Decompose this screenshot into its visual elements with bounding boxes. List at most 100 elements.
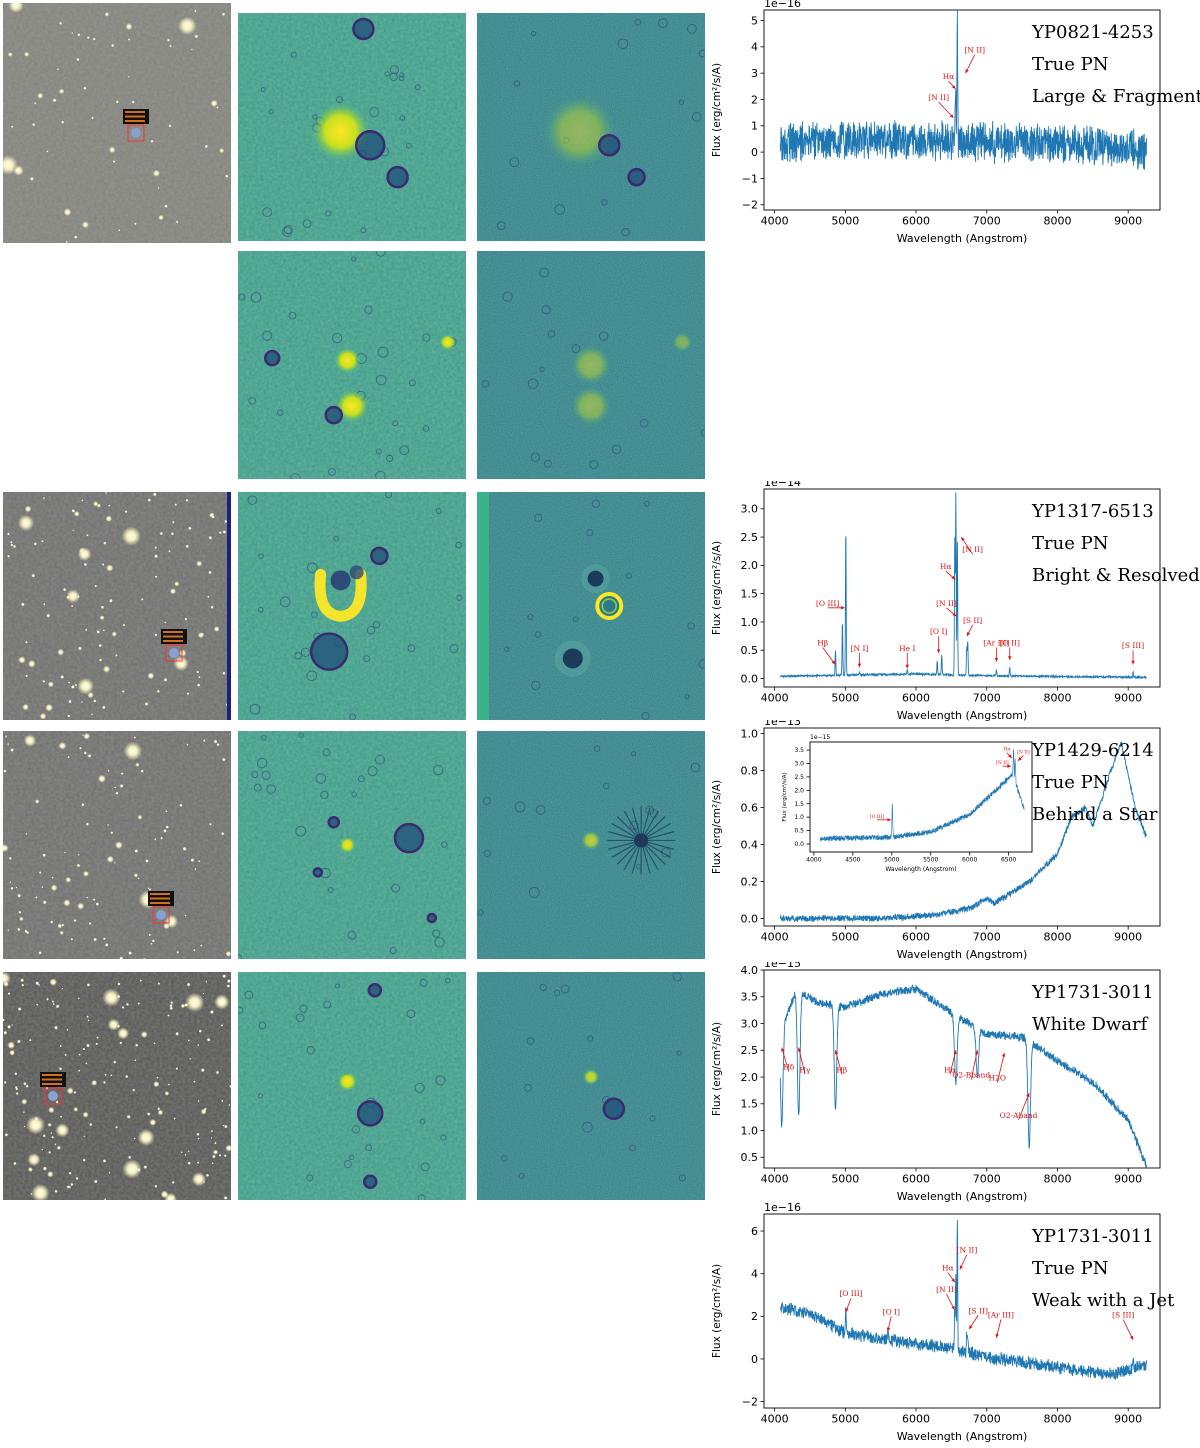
x-tick-label: 9000 (1114, 931, 1142, 944)
spectrum-svg: 4000 5000 6000 7000 8000 9000 −2 0 2 4 6 1e−16 [O II… (711, 1201, 1175, 1443)
x-axis-label: Wavelength (Angstrom) (897, 709, 1028, 722)
inset-y-axis-label: Flux (erg/cm²/s/A) (781, 772, 788, 821)
y-tick-label: 3 (751, 67, 758, 80)
y-tick-label: −2 (742, 1395, 758, 1408)
y-axis-label: Flux (erg/cm²/s/A) (711, 1022, 723, 1116)
y-tick-label: 0 (751, 1353, 758, 1366)
y-tick-label: 0.5 (794, 828, 804, 835)
line-annotation-label: [N II] (957, 1246, 978, 1255)
y-tick-label: 1.5 (741, 1098, 759, 1111)
annotation-arrowhead (951, 575, 956, 580)
annotation-arrowhead (994, 657, 999, 662)
y-tick-label: 2.5 (741, 1044, 759, 1057)
annotation-arrowhead (831, 660, 836, 665)
line-annotation-label: Hα (1004, 747, 1011, 753)
line-annotation-label: [N II] (996, 760, 1009, 766)
y-offset-label: 1e−14 (764, 481, 801, 489)
line-annotation-label: [O III] (870, 814, 884, 820)
x-tick-label: 9000 (1114, 215, 1142, 228)
line-annotation-label: Hα (943, 72, 955, 81)
x-tick-label: 6500 (1001, 857, 1016, 864)
annotation-arrowhead (1026, 1093, 1030, 1098)
x-tick-label: 6000 (902, 931, 930, 944)
annotation-arrowhead (834, 1050, 839, 1055)
x-tick-label: 9000 (1114, 1173, 1142, 1186)
line-annotation-label: [O I] (930, 627, 947, 636)
spectrum-svg: 4000 5000 6000 7000 8000 9000 −2 −1 0 1 2 3 4 5 1e−16 [… (711, 0, 1200, 245)
spectrum-line (780, 492, 1147, 680)
x-tick-label: 7000 (973, 931, 1001, 944)
annotation-arrowhead (953, 1050, 957, 1055)
annotation-arrowhead (1007, 764, 1011, 768)
y-tick-label: 2.0 (741, 1071, 759, 1084)
y-tick-label: 4 (751, 41, 758, 54)
spectrum-line (779, 984, 1148, 1168)
x-tick-label: 4000 (761, 1413, 789, 1426)
panel-label-id: YP0821-4253 (1031, 22, 1154, 43)
halpha-image-panel (238, 972, 466, 1200)
y-tick-label: 3.5 (794, 747, 804, 754)
annotation-arrowhead (841, 606, 845, 610)
annotation-arrowhead (936, 649, 941, 654)
line-annotation-label: Hγ (799, 1065, 811, 1074)
y-tick-label: 3.5 (741, 991, 759, 1004)
x-tick-label: 5000 (884, 857, 899, 864)
panel-label-note: Bright & Resolved (1032, 565, 1200, 586)
line-annotation-label: Hα (940, 562, 952, 571)
y-tick-label: 4.0 (741, 964, 759, 977)
y-tick-label: 6 (751, 1225, 758, 1238)
halpha-image-panel (238, 492, 466, 720)
x-tick-label: 6000 (962, 857, 977, 864)
line-annotation-label: [N II] (928, 93, 949, 102)
x-tick-label: 6000 (902, 1173, 930, 1186)
x-tick-label: 9000 (1114, 1413, 1142, 1426)
x-tick-label: 4000 (761, 692, 789, 705)
panel-label-class: True PN (1032, 772, 1108, 793)
line-annotation-label: Hα (942, 1264, 954, 1273)
y-offset-label: 1e−13 (764, 720, 801, 728)
inset-x-axis-label: Wavelength (Angstrom) (885, 866, 956, 873)
panel-label-id: YP1317-6513 (1031, 501, 1154, 522)
annotation-arrowhead (974, 1050, 979, 1055)
y-tick-label: 1.5 (741, 588, 759, 601)
x-tick-label: 5000 (831, 692, 859, 705)
y-tick-label: 1 (751, 120, 758, 133)
difference-image-panel (477, 492, 705, 720)
x-tick-label: 9000 (1114, 692, 1142, 705)
y-tick-label: 0.2 (741, 875, 759, 888)
line-annotation-label: [Ar III] (983, 638, 1009, 647)
line-annotation-label: [N II] (936, 599, 957, 608)
y-tick-label: −2 (742, 199, 758, 212)
y-tick-label: 0 (751, 146, 758, 159)
difference-image-panel (477, 13, 705, 241)
y-tick-label: 2 (751, 1310, 758, 1323)
plot-frame (763, 488, 1161, 688)
panel-label-id: YP1429-6214 (1031, 740, 1154, 761)
annotation-arrow (996, 1052, 1005, 1083)
x-tick-label: 4000 (761, 1173, 789, 1186)
y-tick-label: 2 (751, 93, 758, 106)
x-tick-label: 7000 (973, 1413, 1001, 1426)
annotation-arrowhead (959, 1265, 963, 1270)
annotation-arrowhead (951, 1305, 955, 1310)
line-annotation-label: [N II] (964, 46, 985, 55)
annotation-arrowhead (969, 1325, 973, 1330)
panel-label-class: True PN (1032, 533, 1108, 554)
y-tick-label: 0.5 (741, 1151, 759, 1164)
spectrum-plot-yp0821-4253: 4000 5000 6000 7000 8000 9000 −2 −1 0 1 2 3 4 5 1e−16 [… (700, 0, 1200, 246)
spectrum-line (819, 749, 1025, 842)
annotation-arrow (938, 101, 954, 119)
annotation-arrowhead (1008, 754, 1012, 759)
y-offset-label: 1e−16 (764, 1201, 801, 1214)
annotation-arrowhead (887, 818, 892, 822)
y-axis-label: Flux (erg/cm²/s/A) (711, 541, 723, 635)
y-tick-label: 2.5 (794, 774, 804, 781)
annotation-arrowhead (857, 663, 862, 668)
annotation-arrowhead (949, 114, 954, 118)
spectrum-plot-yp1429-6214: 4000 5000 6000 7000 8000 9000 0.0 0.2 0.4 0.6 0.8 1… (700, 715, 1200, 962)
x-tick-label: 5000 (831, 1173, 859, 1186)
x-axis-label: Wavelength (Angstrom) (897, 232, 1028, 245)
x-tick-label: 7000 (973, 215, 1001, 228)
x-tick-label: 8000 (1043, 692, 1071, 705)
line-annotation-label: [S II] (969, 1306, 988, 1315)
